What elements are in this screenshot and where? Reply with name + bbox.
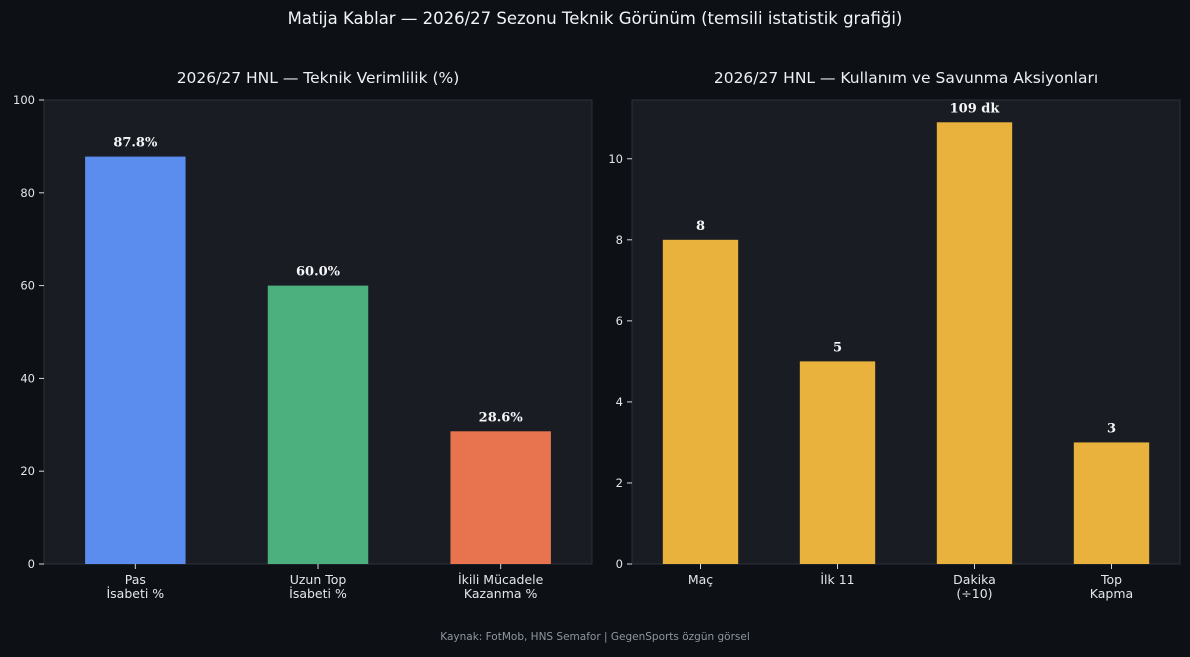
x-category-label: İsabeti % [106,586,164,601]
chart-panel-1: 2026/27 HNL — Teknik Verimlilik (%) 0 20 40… [13,69,593,601]
bar-value-label: 60.0% [296,265,341,280]
y-tick-label: 0 [28,557,35,571]
bar-value-label: 109 dk [950,101,1001,116]
y-tick-label: 40 [20,371,35,385]
bar-value-label: 3 [1107,421,1116,436]
y-tick-label: 4 [616,395,623,409]
panel-title: 2026/27 HNL — Kullanım ve Savunma Aksiyo… [714,69,1098,87]
bar-value-label: 28.6% [479,410,524,425]
bar [85,156,186,564]
x-category-label: Kapma [1090,586,1133,601]
x-category-label: İsabeti % [289,586,347,601]
source-footer: Kaynak: FotMob, HNS Semafor | GegenSport… [440,631,750,643]
bar [1073,442,1150,564]
y-tick-label: 60 [20,279,35,293]
y-tick-label: 100 [13,93,35,107]
bar [799,361,876,564]
x-category-label: (÷10) [956,586,992,601]
bar-value-label: 8 [696,219,705,234]
y-tick-label: 6 [616,314,623,328]
y-tick-label: 0 [616,557,623,571]
y-tick-label: 20 [20,464,35,478]
chart-panels: 2026/27 HNL — Teknik Verimlilik (%)02040… [13,69,1181,601]
y-tick-label: 80 [20,186,35,200]
bar-value-label: 87.8% [113,136,158,151]
x-category-label: İlk 11 [820,572,854,587]
bar-value-label: 5 [833,340,842,355]
x-category-label: Dakika [953,572,996,587]
x-category-label: İkili Mücadele [458,572,544,587]
chart-panel-2: 2026/27 HNL — Kullanım ve Savunma Aksiyo… [608,69,1181,601]
bar [936,122,1013,564]
x-category-label: Pas [125,572,146,587]
bar [450,431,551,564]
x-category-label: Kazanma % [464,586,538,601]
x-category-label: Uzun Top [290,572,347,587]
y-tick-label: 10 [608,152,623,166]
y-tick-label: 8 [616,233,623,247]
figure-title: Matija Kablar — 2026/27 Sezonu Teknik Gö… [288,9,903,28]
x-category-label: Top [1100,572,1122,587]
x-category-label: Maç [688,572,713,587]
y-tick-label: 2 [616,476,623,490]
bar [267,285,369,564]
bar [662,239,739,564]
panel-title: 2026/27 HNL — Teknik Verimlilik (%) [177,69,460,87]
